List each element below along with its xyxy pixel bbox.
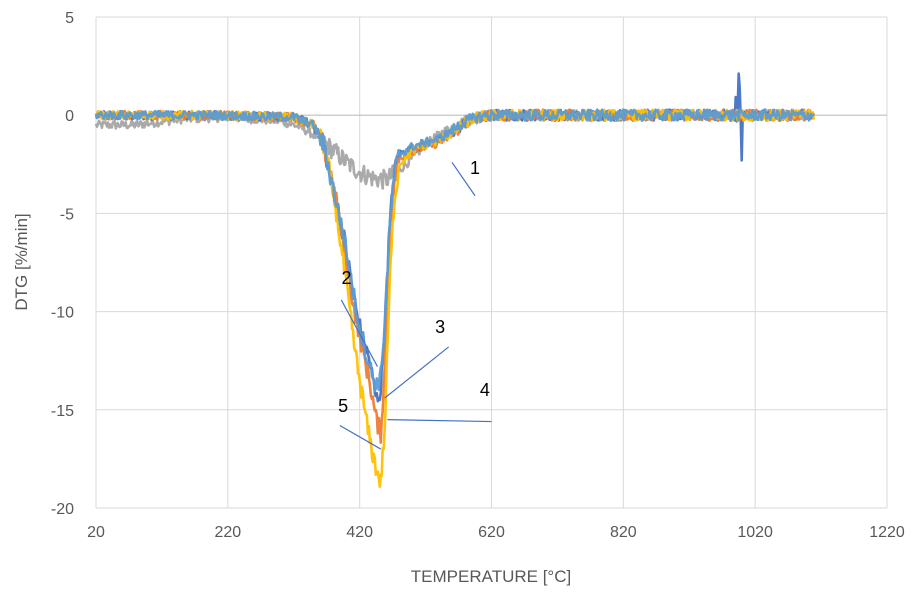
x-tick-label-5: 1020 [737, 524, 773, 541]
y-tick-label-0: 5 [65, 10, 74, 27]
y-tick-label-5: -20 [51, 501, 74, 518]
x-tick-label-0: 20 [87, 524, 105, 541]
y-axis-title: DTG [%/min] [12, 213, 31, 310]
x-tick-label-3: 620 [478, 524, 505, 541]
y-tick-label-2: -5 [60, 206, 74, 223]
annotation-leader-3 [384, 346, 450, 399]
tick-label-layer: 20 220 420 620 820 1020 1220 5 0 -5 -10 -15 -20 [51, 10, 905, 541]
x-tick-label-4: 820 [610, 524, 637, 541]
annotation-label-2: 2 [341, 268, 351, 288]
annotation-leader-5 [339, 424, 382, 450]
series-line-5 [94, 108, 815, 393]
y-tick-label-1: 0 [65, 108, 74, 125]
x-tick-label-1: 220 [214, 524, 241, 541]
y-tick-label-4: -15 [51, 403, 74, 420]
x-axis-title: TEMPERATURE [°C] [411, 567, 571, 586]
annotation-leader-4 [387, 419, 492, 423]
annotation-leader-2 [340, 299, 378, 367]
series-layer [94, 72, 816, 488]
annotation-label-3: 3 [435, 317, 445, 337]
annotation-leader-1 [451, 161, 476, 197]
annotation-label-4: 4 [480, 380, 490, 400]
x-tick-label-6: 1220 [869, 524, 905, 541]
annotation-label-5: 5 [338, 396, 348, 416]
x-tick-label-2: 420 [346, 524, 373, 541]
y-tick-label-3: -10 [51, 305, 74, 322]
annotation-label-1: 1 [470, 158, 480, 178]
annotation-layer: 1 2 3 4 5 [338, 158, 492, 450]
